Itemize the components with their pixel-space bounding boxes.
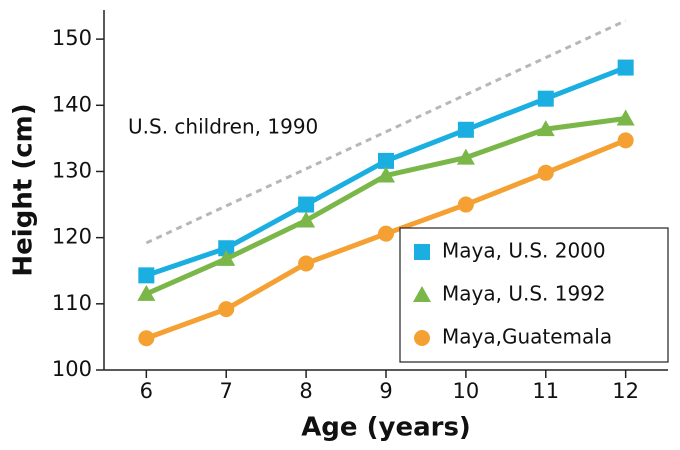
marker <box>378 225 394 242</box>
marker <box>298 255 315 272</box>
legend-marker <box>413 286 431 302</box>
marker <box>536 120 555 137</box>
legend-marker <box>414 244 430 260</box>
x-tick-label: 7 <box>220 379 233 403</box>
marker <box>298 196 315 213</box>
marker <box>138 267 155 284</box>
reference-line <box>145 19 627 245</box>
x-tick-label: 9 <box>379 379 392 403</box>
marker <box>137 284 156 301</box>
y-tick-label: 110 <box>52 291 92 315</box>
x-tick-label: 12 <box>612 379 639 403</box>
x-axis-title: Age (years) <box>301 413 471 443</box>
marker <box>457 121 474 138</box>
marker <box>457 196 474 213</box>
y-axis-title: Height (cm) <box>9 103 39 276</box>
x-tick-label: 6 <box>140 379 153 403</box>
y-tick-label: 100 <box>52 357 92 381</box>
y-tick-label: 130 <box>52 158 92 182</box>
marker <box>456 148 475 165</box>
marker <box>218 240 235 257</box>
marker <box>218 301 235 318</box>
marker <box>377 166 395 183</box>
annotation: U.S. children, 1990 <box>128 115 318 139</box>
y-tick-label: 120 <box>52 225 92 249</box>
marker <box>537 164 554 181</box>
legend-box <box>399 227 669 363</box>
y-tick-label: 140 <box>52 92 92 116</box>
marker <box>616 109 635 126</box>
marker <box>138 330 155 347</box>
marker <box>217 249 236 266</box>
marker <box>378 152 394 169</box>
marker <box>297 211 316 228</box>
legend-label: Maya, U.S. 2000 <box>442 239 606 263</box>
y-tick-label: 150 <box>52 26 92 50</box>
x-tick-label: 10 <box>453 379 480 403</box>
x-tick-label: 11 <box>532 379 559 403</box>
marker <box>617 132 634 149</box>
legend-label: Maya, U.S. 1992 <box>442 282 606 306</box>
legend-label: Maya,Guatemala <box>442 325 612 349</box>
legend-marker <box>414 330 430 346</box>
marker <box>617 59 634 76</box>
marker <box>537 90 554 107</box>
x-tick-label: 8 <box>299 379 312 403</box>
